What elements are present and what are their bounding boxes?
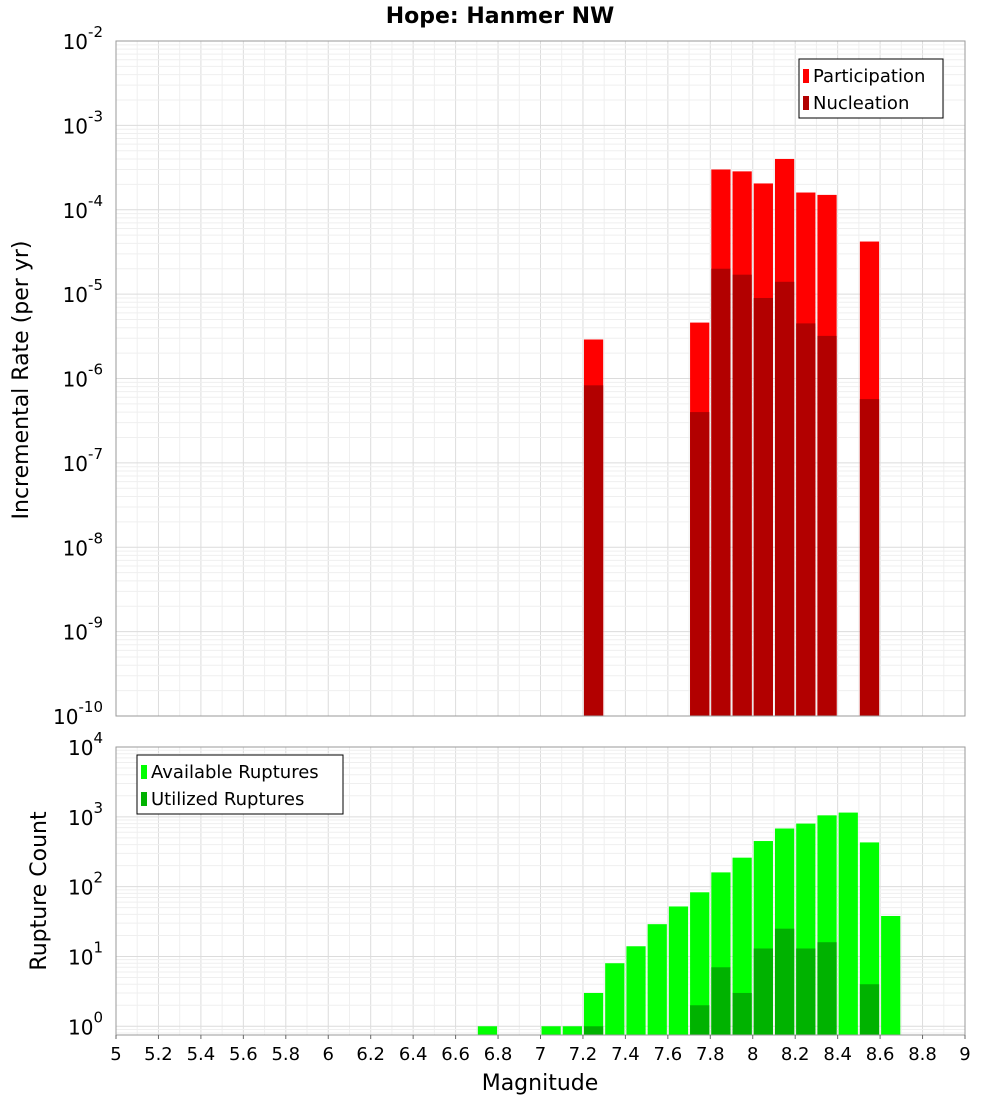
legend-swatch	[141, 792, 147, 806]
y-tick-label: 10-6	[63, 361, 103, 392]
bar-nucleation	[583, 385, 604, 716]
bar-available-ruptures	[583, 992, 604, 1035]
top-legend: Participation Nucleation	[798, 58, 944, 119]
legend-swatch	[803, 96, 809, 110]
bar-utilized-ruptures	[732, 992, 752, 1035]
bar-nucleation	[859, 399, 880, 716]
bar-available-ruptures	[690, 892, 710, 1035]
bar-utilized-ruptures	[753, 948, 773, 1035]
bar-utilized-ruptures	[859, 984, 880, 1035]
bar-nucleation	[732, 274, 752, 716]
y-tick-label: 100	[68, 1008, 103, 1039]
top-y-axis-label: Incremental Rate (per yr)	[9, 241, 34, 520]
x-axis-label: Magnitude	[482, 1071, 599, 1096]
bar-nucleation	[817, 335, 837, 716]
y-tick-label: 10-8	[63, 529, 103, 560]
bar-utilized-ruptures	[711, 967, 731, 1035]
bar-nucleation	[753, 297, 773, 716]
y-tick-label: 101	[68, 938, 103, 969]
bar-utilized-ruptures	[583, 1026, 604, 1035]
x-tick-label: 8.6	[866, 1044, 895, 1065]
x-tick-label: 5.6	[229, 1044, 258, 1065]
x-tick-label: 7.8	[696, 1044, 725, 1065]
legend-box	[136, 754, 344, 815]
bar-available-ruptures	[668, 906, 689, 1035]
legend-label: Participation	[813, 66, 925, 87]
bar-utilized-ruptures	[817, 942, 837, 1035]
top-gridlines	[115, 40, 966, 717]
bar-nucleation	[690, 412, 710, 716]
x-tick-label: 8	[747, 1044, 758, 1065]
bar-utilized-ruptures	[690, 1005, 710, 1035]
x-tick-label: 6.8	[484, 1044, 513, 1065]
x-tick-label: 6.4	[399, 1044, 428, 1065]
top-bars	[583, 158, 880, 717]
bar-nucleation	[774, 281, 795, 716]
bar-utilized-ruptures	[796, 948, 816, 1035]
bar-available-ruptures	[562, 1026, 582, 1035]
x-tick-label: 7.4	[611, 1044, 640, 1065]
bottom-bars	[477, 812, 901, 1035]
bar-available-ruptures	[541, 1026, 561, 1035]
bottom-legend: Available Ruptures Utilized Ruptures	[136, 754, 344, 815]
chart-title: Hope: Hanmer NW	[386, 4, 615, 29]
y-tick-label: 103	[68, 799, 103, 830]
y-tick-label: 10-2	[63, 23, 103, 54]
legend-label: Available Ruptures	[151, 762, 319, 783]
x-tick-label: 9	[959, 1044, 970, 1065]
x-tick-label: 8.4	[823, 1044, 852, 1065]
bar-available-ruptures	[838, 812, 858, 1035]
top-y-tick-labels: 10-2 10-3 10-4 10-5 10-6 10-7 10-8 10-9 10-10	[53, 23, 103, 729]
top-plot-area	[115, 40, 966, 717]
legend-box	[798, 58, 944, 119]
x-tick-label: 7.6	[654, 1044, 683, 1065]
legend-swatch	[803, 69, 809, 83]
y-tick-label: 104	[68, 729, 103, 760]
x-tick-label: 5.4	[187, 1044, 216, 1065]
y-tick-label: 102	[68, 869, 103, 900]
bar-nucleation	[796, 323, 816, 716]
bottom-y-axis-label: Rupture Count	[27, 811, 52, 971]
x-tick-label: 5.2	[144, 1044, 173, 1065]
y-tick-label: 10-7	[63, 445, 103, 476]
x-tick-label: 6.2	[356, 1044, 385, 1065]
x-tick-label: 6	[323, 1044, 334, 1065]
bar-available-ruptures	[647, 924, 667, 1035]
bar-utilized-ruptures	[774, 928, 795, 1035]
y-tick-label: 10-3	[63, 107, 103, 138]
x-tick-label: 5	[110, 1044, 121, 1065]
bar-available-ruptures	[732, 857, 752, 1035]
y-tick-label: 10-4	[63, 192, 103, 223]
bar-nucleation	[711, 268, 731, 716]
y-tick-label: 10-9	[63, 614, 103, 645]
bar-available-ruptures	[605, 963, 625, 1035]
x-tick-label: 8.2	[781, 1044, 810, 1065]
x-tick-label: 8.8	[908, 1044, 937, 1065]
bottom-y-tick-labels: 100 101 102 103 104	[68, 729, 103, 1039]
legend-label: Utilized Ruptures	[151, 789, 304, 810]
y-tick-label: 10-10	[53, 698, 103, 729]
bar-available-ruptures	[477, 1026, 498, 1035]
bar-available-ruptures	[881, 915, 901, 1035]
x-tick-label: 7	[535, 1044, 546, 1065]
x-tick-labels: 5 5.2 5.4 5.6 5.8 6 6.2 6.4 6.6 6.8 7 7.2 7.4 7.6 7.8 8…	[110, 1035, 971, 1065]
legend-label: Nucleation	[813, 93, 909, 114]
x-tick-label: 5.8	[271, 1044, 300, 1065]
y-tick-label: 10-5	[63, 276, 103, 307]
x-tick-label: 7.2	[569, 1044, 598, 1065]
legend-swatch	[141, 765, 147, 779]
bar-available-ruptures	[626, 946, 646, 1035]
x-tick-label: 6.6	[441, 1044, 470, 1065]
